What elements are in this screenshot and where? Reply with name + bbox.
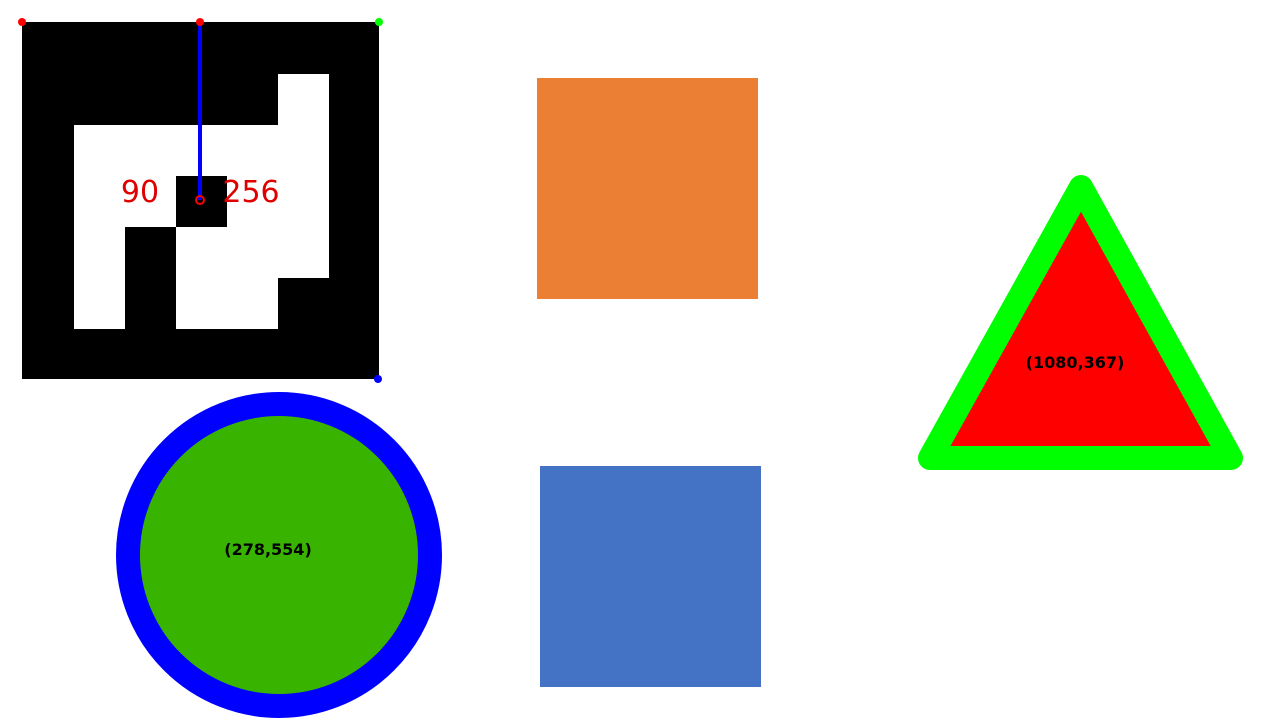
triangle-center-label: (1080,367) [1026, 353, 1125, 372]
circle-shape: (278,554) [116, 392, 442, 718]
marker-pattern [74, 74, 329, 329]
circle-center-label: (278,554) [224, 540, 312, 559]
corner-bottom-right-dot [374, 375, 382, 383]
marker-angle-label: 90 [121, 175, 159, 210]
axis-top-dot [196, 18, 204, 26]
marker-id-label: 256 [222, 175, 279, 210]
marker-center-dot [195, 195, 205, 205]
corner-top-left-dot [18, 18, 26, 26]
circle-disc [116, 392, 442, 718]
triangle-body [918, 175, 1243, 470]
blue-square [540, 466, 761, 687]
triangle-shape: (1080,367) [918, 175, 1243, 470]
corner-top-right-dot [375, 18, 383, 26]
orange-square [537, 78, 758, 299]
